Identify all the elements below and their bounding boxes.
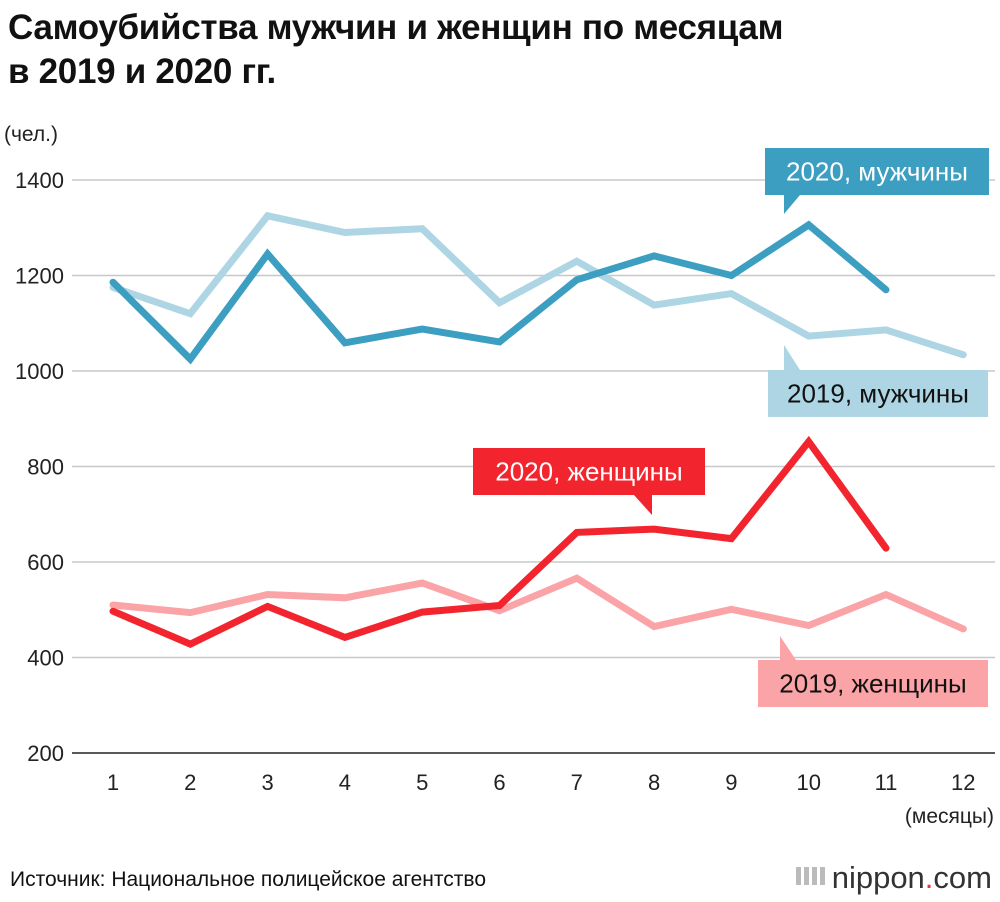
brand-dot: . — [924, 860, 934, 895]
y-axis-label: (чел.) — [4, 123, 58, 146]
x-tick-label: 12 — [951, 770, 975, 795]
x-axis-label: (месяцы) — [905, 805, 994, 828]
nippon-logo: nippon.com — [795, 860, 992, 896]
x-tick-label: 4 — [339, 770, 351, 795]
x-tick-label: 6 — [493, 770, 505, 795]
series-label-text: 2019, женщины — [779, 669, 966, 699]
y-tick-label: 1000 — [15, 359, 64, 384]
x-tick-label: 10 — [796, 770, 820, 795]
series-label-box — [765, 148, 989, 195]
title-line-2: в 2019 и 2020 гг. — [8, 52, 276, 91]
series-label-text: 2020, женщины — [495, 457, 682, 487]
x-tick-label: 2 — [184, 770, 196, 795]
series-line-2 — [109, 574, 967, 633]
series-line-3 — [109, 435, 890, 648]
series-label-3: 2020, женщины — [473, 448, 705, 515]
series-label-box — [768, 370, 988, 417]
series-label-text: 2020, мужчины — [786, 157, 968, 187]
series-line-1 — [109, 220, 890, 365]
series-label-box — [758, 660, 988, 707]
series-label-box — [473, 448, 705, 495]
x-tick-label: 8 — [648, 770, 660, 795]
y-tick-label: 400 — [27, 646, 64, 671]
series-label-pointer — [784, 195, 800, 214]
series-label-pointer — [784, 345, 800, 370]
chart-title: Самоубийства мужчин и женщин по месяцам … — [8, 6, 988, 94]
y-tick-label: 600 — [27, 550, 64, 575]
x-tick-label: 9 — [725, 770, 737, 795]
brand-mark-icon — [795, 867, 825, 885]
y-tick-label: 200 — [27, 741, 64, 766]
series-label-2: 2019, женщины — [758, 636, 988, 707]
y-tick-label: 800 — [27, 455, 64, 480]
y-tick-label: 1200 — [15, 264, 64, 289]
title-line-1: Самоубийства мужчин и женщин по месяцам — [8, 8, 784, 47]
series-label-pointer — [780, 636, 796, 660]
series-label-pointer — [634, 495, 652, 515]
series-label-0: 2019, мужчины — [768, 345, 988, 417]
series-label-1: 2020, мужчины — [765, 148, 989, 214]
source-note: Источник: Национальное полицейское агент… — [10, 868, 487, 891]
x-tick-label: 1 — [107, 770, 119, 795]
y-tick-label: 1400 — [15, 168, 64, 193]
x-tick-label: 3 — [261, 770, 273, 795]
series-line-0 — [109, 211, 967, 359]
x-tick-label: 5 — [416, 770, 428, 795]
brand-tld: com — [933, 860, 992, 895]
series-label-text: 2019, мужчины — [787, 379, 969, 409]
x-tick-label: 7 — [571, 770, 583, 795]
x-tick-label: 11 — [875, 770, 898, 795]
brand-main: nippon — [831, 860, 925, 895]
